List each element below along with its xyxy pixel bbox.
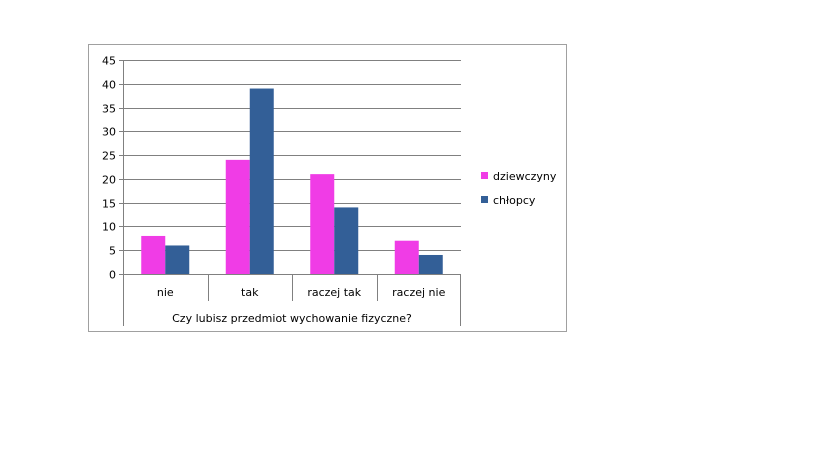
gridlines (123, 60, 461, 251)
y-tick-label: 10 (102, 221, 116, 234)
bars (141, 88, 443, 275)
axes (119, 60, 461, 326)
bar-dziewczyny-raczej-nie (394, 240, 419, 274)
chart-frame: 0 5 10 15 20 25 30 35 40 45 nie tak raczej tak racze… (88, 44, 567, 332)
y-tick-label: 45 (102, 55, 116, 68)
y-tick-label: 20 (102, 174, 116, 187)
y-tick-label: 35 (102, 103, 116, 116)
bar-chłopcy-raczej-nie (418, 254, 443, 274)
legend: dziewczyny chłopcy (481, 170, 557, 207)
y-tick-label: 0 (109, 269, 116, 282)
bar-chłopcy-nie (165, 245, 190, 274)
bar-chłopcy-raczej-tak (334, 207, 359, 274)
y-tick-label: 5 (109, 245, 116, 258)
y-tick-label: 40 (102, 79, 116, 92)
x-tick-label: nie (157, 286, 174, 299)
x-axis-title: Czy lubisz przedmiot wychowanie fizyczne… (172, 312, 412, 325)
x-tick-labels: nie tak raczej tak raczej nie (157, 286, 446, 299)
legend-label: dziewczyny (493, 170, 557, 183)
bar-chart: 0 5 10 15 20 25 30 35 40 45 nie tak raczej tak racze… (102, 55, 557, 326)
bar-dziewczyny-nie (141, 235, 166, 274)
legend-swatch-chłopcy (481, 196, 488, 203)
y-tick-label: 25 (102, 150, 116, 163)
x-tick-label: raczej tak (307, 286, 361, 299)
x-tick-label: tak (241, 286, 259, 299)
bar-dziewczyny-tak (225, 159, 250, 274)
legend-swatch-dziewczyny (481, 172, 488, 179)
y-tick-label: 15 (102, 198, 116, 211)
legend-label: chłopcy (493, 194, 536, 207)
y-tick-label: 30 (102, 126, 116, 139)
y-tick-labels: 0 5 10 15 20 25 30 35 40 45 (102, 55, 116, 282)
bar-chłopcy-tak (249, 88, 274, 275)
x-tick-label: raczej nie (392, 286, 445, 299)
bar-dziewczyny-raczej-tak (310, 174, 335, 274)
